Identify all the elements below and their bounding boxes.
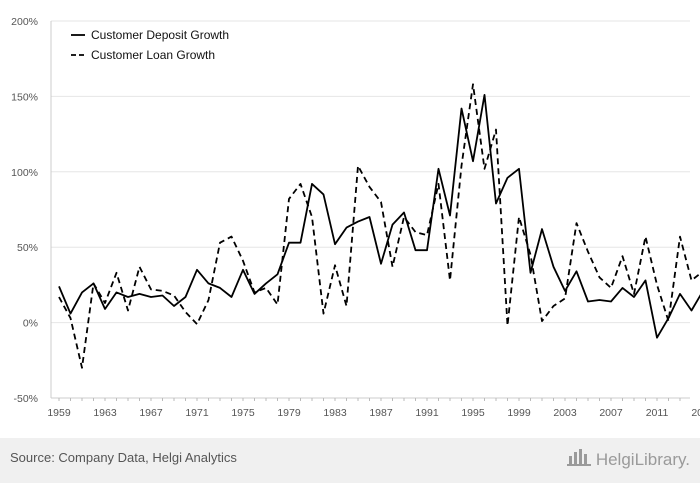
source-text: Source: Company Data, Helgi Analytics <box>10 450 237 465</box>
x-tick-label: 1999 <box>507 407 531 419</box>
y-tick-label: 50% <box>17 242 38 254</box>
series-line-customer-loan-growth <box>58 83 700 369</box>
x-tick-label: 1991 <box>415 407 439 419</box>
legend: Customer Deposit Growth Customer Loan Gr… <box>71 28 229 62</box>
y-tick-label: 0% <box>23 318 38 330</box>
x-tick-label: 1967 <box>139 407 163 419</box>
x-tick-label: 2003 <box>553 407 577 419</box>
legend-label-loan: Customer Loan Growth <box>91 48 215 62</box>
line-chart: 200% 150% 100% 50% 0% -50% 1959 1963 1967 1971 197… <box>11 16 700 419</box>
x-tick-label: 2011 <box>646 407 669 419</box>
x-tick-label: 1975 <box>231 407 255 419</box>
x-tick-label: 1983 <box>323 407 347 419</box>
legend-label-deposit: Customer Deposit Growth <box>91 28 229 42</box>
axes: 200% 150% 100% 50% 0% -50% 1959 1963 1967 1971 197… <box>11 16 700 419</box>
y-tick-label: 100% <box>11 167 38 179</box>
helgi-building-icon <box>566 447 592 472</box>
x-tick-label: 1995 <box>461 407 485 419</box>
y-tick-label: 200% <box>11 16 38 28</box>
y-tick-label: 150% <box>11 91 38 103</box>
x-tick-label: 2015 <box>691 407 700 419</box>
brand-logo: HelgiLibrary. <box>566 447 690 472</box>
series-line-customer-deposit-growth <box>58 94 700 339</box>
gridlines <box>51 20 690 399</box>
x-tick-label: 1979 <box>277 407 301 419</box>
x-tick-label: 1959 <box>47 407 71 419</box>
brand-name: HelgiLibrary. <box>595 449 690 469</box>
series-lines <box>58 83 700 369</box>
x-tick-label: 1971 <box>185 407 209 419</box>
x-tick-label: 1987 <box>369 407 393 419</box>
footer: Source: Company Data, Helgi Analytics He… <box>0 438 700 483</box>
x-tick-label: 2007 <box>599 407 623 419</box>
y-tick-label: -50% <box>13 393 38 405</box>
x-tick-label: 1963 <box>93 407 117 419</box>
